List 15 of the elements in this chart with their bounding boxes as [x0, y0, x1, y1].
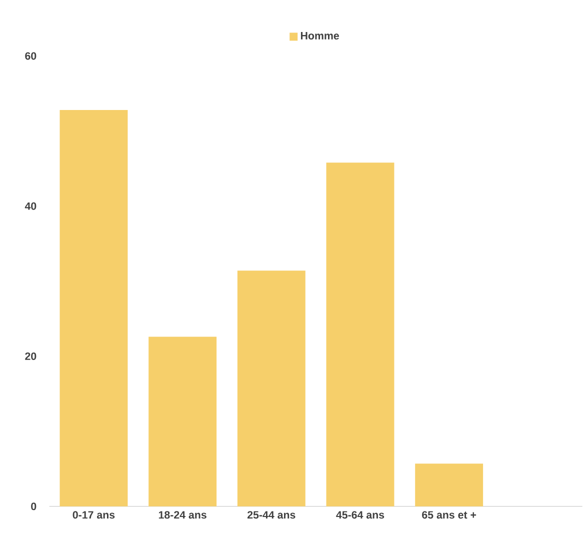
- y-tick-label: 0: [31, 502, 36, 510]
- x-tick-label: 0-17 ans: [72, 511, 115, 519]
- x-tick-label: 45-64 ans: [336, 511, 384, 519]
- x-tick-label: 18-24 ans: [158, 511, 206, 519]
- bar: [148, 336, 217, 506]
- y-tick-label: 60: [25, 52, 36, 60]
- bar: [415, 464, 484, 506]
- bar: [237, 270, 306, 506]
- bar: [326, 162, 394, 506]
- y-tick-label: 40: [24, 202, 36, 210]
- x-tick-label: 65 ans et +: [422, 511, 476, 519]
- legend-label: Homme: [300, 32, 339, 40]
- x-tick-label: 25-44 ans: [247, 511, 296, 519]
- y-tick-label: 20: [25, 352, 36, 360]
- bar: [60, 110, 128, 506]
